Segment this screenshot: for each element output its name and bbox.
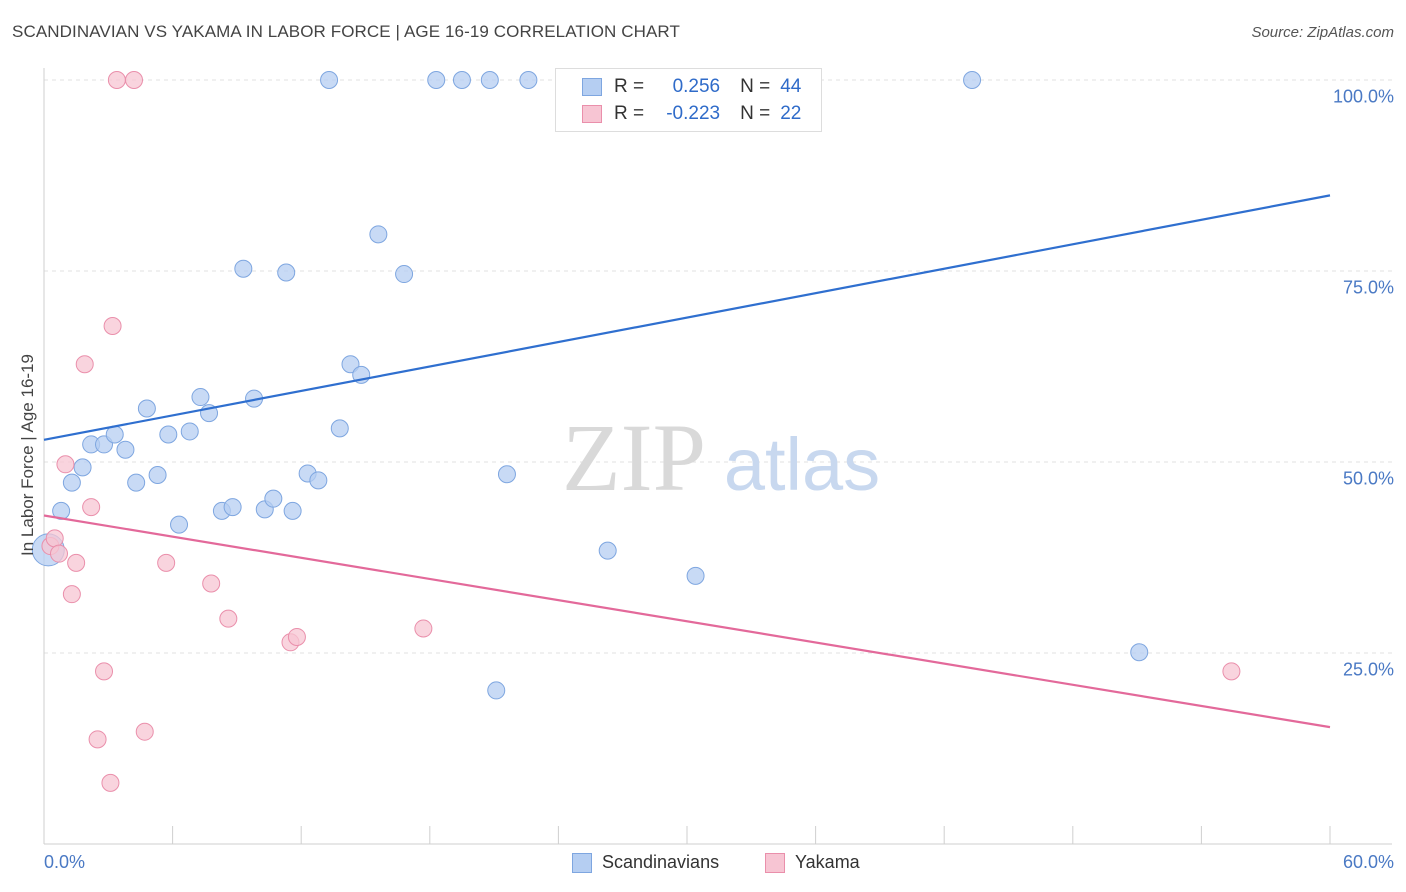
yakama-point[interactable] [135, 722, 154, 741]
scandinavians-point[interactable] [180, 422, 199, 441]
legend-r-label: R = [614, 76, 645, 97]
series-name: Scandinavians [602, 852, 720, 872]
legend-r-label: R = [614, 103, 645, 124]
series-name: Yakama [795, 852, 860, 872]
scandinavians-point[interactable] [686, 566, 705, 585]
series-legend-yakama[interactable]: Yakama [765, 852, 860, 873]
yakama-trend-line [43, 514, 1331, 729]
yakama-point[interactable] [414, 619, 433, 638]
yakama-points [41, 71, 1241, 792]
scandinavians-point[interactable] [170, 515, 189, 534]
axes [43, 68, 1392, 845]
scandinavians-point[interactable] [519, 71, 538, 89]
yakama-point[interactable] [107, 71, 126, 89]
yakama-point[interactable] [88, 730, 107, 749]
scandinavians-point[interactable] [277, 263, 296, 282]
yakama-point[interactable] [101, 773, 120, 792]
legend-n-value: 22 [780, 103, 802, 124]
series-swatch-blue [572, 852, 592, 873]
yakama-point[interactable] [219, 609, 238, 628]
scandinavians-point[interactable] [223, 498, 242, 517]
scandinavians-point[interactable] [234, 259, 253, 278]
scandinavians-point[interactable] [73, 458, 92, 477]
scandinavians-point[interactable] [369, 225, 388, 244]
y-tick-label-100: 100.0% [1332, 86, 1394, 107]
yakama-point[interactable] [56, 455, 75, 474]
scandinavians-point[interactable] [137, 399, 156, 418]
scandinavians-point[interactable] [191, 388, 210, 407]
y-tick-label-50: 50.0% [1342, 468, 1394, 489]
yakama-point[interactable] [62, 585, 81, 604]
x-tick-label-max: 60.0% [1342, 852, 1394, 872]
scandinavians-point[interactable] [116, 440, 135, 459]
yakama-point[interactable] [287, 627, 306, 646]
yakama-point[interactable] [45, 529, 64, 548]
scandinavians-point[interactable] [159, 425, 178, 444]
legend-r-value: 0.256 [672, 76, 721, 97]
yakama-point[interactable] [75, 355, 94, 374]
yakama-point[interactable] [157, 553, 176, 572]
scandinavians-point[interactable] [395, 265, 414, 284]
legend-row-yakama: R = -0.223 N = 22 [556, 101, 801, 127]
trend-lines [43, 194, 1331, 729]
chart-title: SCANDINAVIAN VS YAKAMA IN LABOR FORCE | … [12, 22, 680, 41]
yakama-point[interactable] [95, 662, 114, 681]
y-tick-label-75: 75.0% [1342, 277, 1394, 298]
yakama-point[interactable] [1222, 662, 1241, 681]
scandinavians-point[interactable] [480, 71, 499, 89]
gridlines [44, 79, 1392, 654]
scandinavians-point[interactable] [62, 473, 81, 492]
scandinavians-point[interactable] [497, 465, 516, 484]
x-tick-label-min: 0.0% [44, 852, 86, 872]
legend-r-value: -0.223 [666, 103, 721, 124]
scandinavians-point[interactable] [330, 419, 349, 438]
yakama-point[interactable] [67, 553, 86, 572]
y-tick-label-25: 25.0% [1342, 659, 1394, 680]
series-legend-scandinavians[interactable]: Scandinavians [572, 852, 719, 873]
scandinavians-point[interactable] [452, 71, 471, 89]
scandinavians-trend-line [43, 194, 1331, 441]
yakama-point[interactable] [50, 544, 69, 563]
scandinavians-point[interactable] [487, 681, 506, 700]
series-legend: Scandinavians Yakama [0, 852, 1406, 878]
yakama-point[interactable] [125, 71, 144, 89]
scandinavians-point[interactable] [963, 71, 982, 89]
scandinavians-point[interactable] [127, 473, 146, 492]
legend-n-label: N = [740, 76, 771, 97]
scandinavians-point[interactable] [1130, 643, 1149, 662]
scandinavians-point[interactable] [427, 71, 446, 89]
x-tick-marks [172, 826, 1331, 844]
yakama-point[interactable] [82, 498, 101, 517]
watermark: ZIP atlas [562, 404, 880, 511]
scandinavians-point[interactable] [264, 489, 283, 508]
source-label: Source: ZipAtlas.com [1251, 24, 1394, 41]
legend-swatch-blue [582, 78, 602, 96]
series-swatch-pink [765, 852, 785, 873]
y-axis-label: In Labor Force | Age 16-19 [18, 354, 37, 556]
scandinavians-point[interactable] [341, 355, 360, 374]
legend-n-value: 44 [780, 76, 802, 97]
legend-n-label: N = [740, 103, 771, 124]
scandinavians-point[interactable] [148, 465, 167, 484]
watermark-zip: ZIP [562, 404, 706, 511]
scandinavians-point[interactable] [283, 501, 302, 520]
scandinavians-point[interactable] [320, 71, 339, 89]
legend-row-scandinavians: R = 0.256 N = 44 [556, 74, 801, 100]
stats-legend: R = 0.256 N = 44 R = -0.223 N = 22 [555, 68, 822, 132]
legend-swatch-pink [582, 105, 602, 123]
watermark-atlas: atlas [724, 423, 880, 506]
yakama-point[interactable] [202, 574, 221, 593]
scandinavians-point[interactable] [309, 471, 328, 490]
yakama-point[interactable] [103, 317, 122, 336]
scandinavians-point[interactable] [598, 541, 617, 560]
